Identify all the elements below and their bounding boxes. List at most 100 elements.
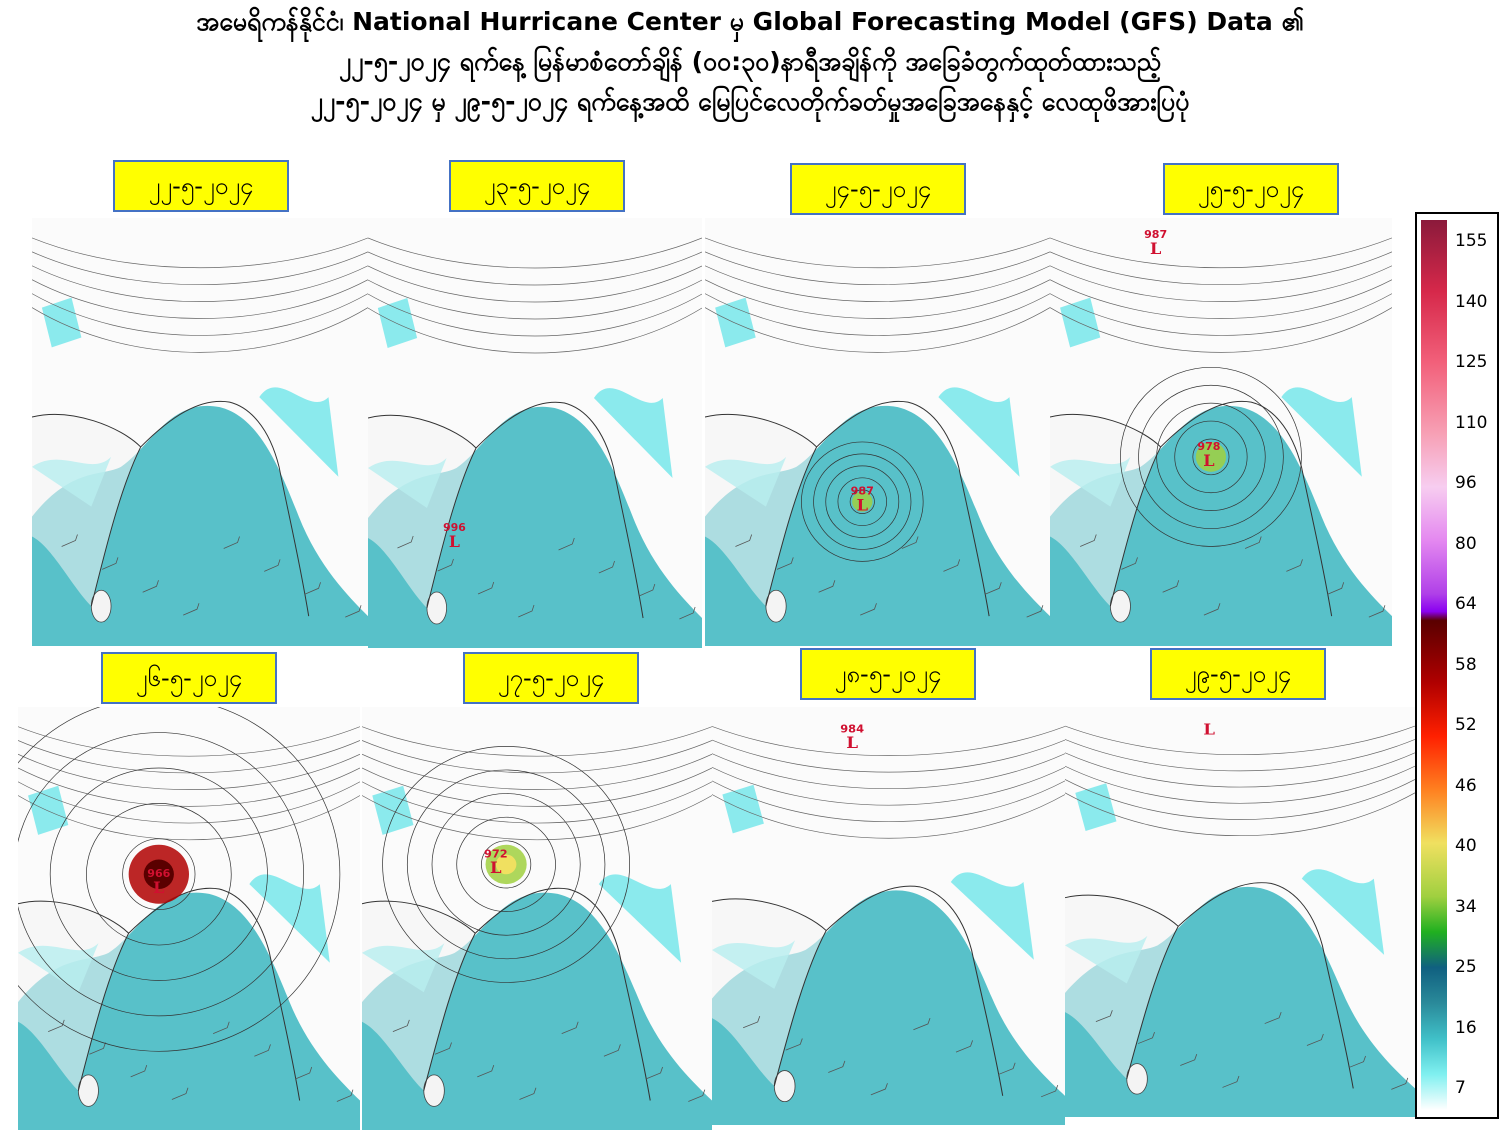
wind-shading (1050, 405, 1392, 646)
isobar (32, 237, 368, 269)
wind-barb (130, 1064, 148, 1078)
coastline (712, 885, 1004, 1096)
isobar (362, 753, 712, 790)
isobar (1065, 752, 1415, 788)
low-pressure: 984 (840, 723, 864, 736)
wind-barb (434, 1042, 452, 1055)
sri-lanka (426, 591, 447, 625)
low-pressure: 987 (851, 485, 874, 498)
map-panel (32, 218, 368, 646)
isobar (1050, 265, 1392, 302)
isobar-ring (825, 465, 900, 538)
wind-barb (295, 1066, 313, 1080)
wind-barb (304, 582, 321, 595)
wind-barb (518, 604, 535, 618)
isobar (705, 307, 1050, 353)
isobar (32, 265, 368, 302)
isobar (18, 740, 360, 774)
isobar (1050, 279, 1392, 319)
wind-barb (1368, 605, 1386, 618)
wind-barb (336, 1089, 354, 1102)
wind-barb (477, 1064, 495, 1078)
isobar (18, 767, 360, 807)
low-pressure: 978 (1197, 440, 1220, 453)
wind-core-inner (143, 859, 174, 889)
title-line: အမေရိကန်နိုင်ငံ၊ National Hurricane Cent… (196, 7, 1304, 36)
wind-barb (735, 534, 753, 547)
isobar (368, 293, 702, 337)
colorbar-tick: 34 (1455, 896, 1477, 917)
india-peninsula (18, 901, 129, 1091)
isobar (712, 726, 1065, 756)
isobar (712, 766, 1065, 806)
wind-barb (1327, 582, 1345, 595)
low-symbol: L (449, 532, 460, 551)
isobar (1065, 739, 1415, 772)
low-symbol: L (1203, 451, 1214, 470)
wind-shading (368, 406, 702, 648)
sri-lanka (1126, 1063, 1148, 1095)
sri-lanka (765, 589, 787, 623)
date-label: ၂၇-၅-၂၀၂၄ (463, 652, 639, 704)
isobar (362, 726, 712, 757)
isobar (32, 293, 368, 336)
wind-barb (603, 1044, 621, 1057)
isobar (1065, 765, 1415, 804)
wind-barb (679, 606, 696, 620)
isobar (368, 279, 702, 320)
colorbar-tick: 80 (1455, 533, 1477, 554)
india-peninsula (362, 901, 476, 1091)
isobar-ring (1174, 420, 1248, 494)
isobar-ring (837, 477, 887, 526)
isobar (32, 251, 368, 285)
isobar-ring (406, 769, 606, 960)
colorbar-tick: 64 (1455, 594, 1477, 614)
colorbar-strip (1421, 220, 1447, 1110)
india-peninsula (712, 898, 827, 1087)
wind-barb (998, 1062, 1016, 1075)
isobar (18, 726, 360, 757)
title-line: ၂၂-၅-၂၀၂၄ ရက်နေ့ မြန်မာစံတော်ချိန် (၀၀:၃… (338, 47, 1162, 76)
wind-barb (901, 536, 919, 549)
wind-barb (1264, 1011, 1282, 1024)
isobar (362, 795, 712, 841)
wind-barb (638, 583, 656, 597)
isobar (712, 739, 1065, 773)
isobar (705, 279, 1050, 319)
title-line: ၂၂-၅-၂၀၂၄ မှ ၂၉-၅-၂၀၂၄ ရက်နေ့အထိ မြေပြင်… (310, 87, 1190, 116)
isobar (368, 251, 702, 286)
isobar (362, 767, 712, 807)
wind-barb (1026, 605, 1044, 618)
colorbar-tick: 25 (1455, 957, 1477, 977)
wind-shading (712, 890, 1065, 1125)
isobar-ring (813, 453, 912, 550)
isobar (32, 279, 368, 319)
colorbar-tick: 125 (1455, 352, 1488, 372)
wind-barb (828, 1060, 846, 1073)
wind-barb (102, 557, 119, 570)
isobar-ring (122, 838, 196, 910)
coastline (362, 887, 651, 1101)
isobar (705, 293, 1050, 336)
low-symbol: L (1150, 239, 1161, 258)
isobar (18, 795, 360, 841)
date-label: ၂၃-၅-၂၀၂၄ (449, 160, 625, 212)
wind-barb (943, 559, 961, 572)
wind-barb (558, 537, 575, 551)
india-peninsula (1050, 414, 1161, 607)
isobar (712, 780, 1065, 823)
colorbar-tick: 96 (1455, 473, 1477, 493)
isobar (1065, 725, 1415, 755)
wind-barb (645, 1066, 663, 1080)
wind-barb (477, 581, 495, 595)
wind-barb (1095, 1010, 1113, 1023)
low-pressure: 996 (443, 521, 466, 534)
isobar-ring (1192, 438, 1230, 476)
date-label: ၂၆-၅-၂၀၂၄ (101, 652, 277, 704)
wind-shading (32, 405, 368, 646)
wind-barb (264, 559, 281, 572)
date-label: ၂၅-၅-၂၀၂၄ (1163, 163, 1339, 215)
